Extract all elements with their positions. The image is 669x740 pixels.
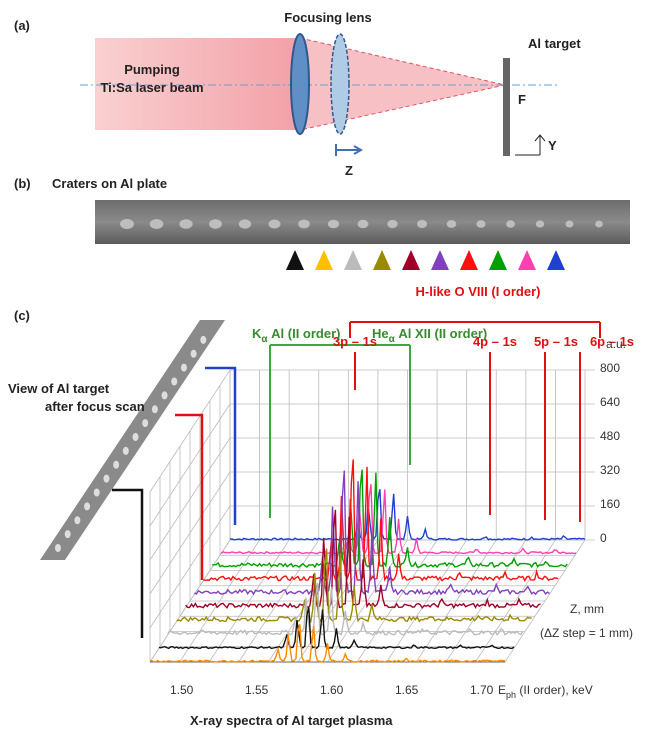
focus-label: F bbox=[518, 92, 526, 107]
line-label: 5p – 1s bbox=[534, 334, 578, 349]
markers bbox=[286, 250, 565, 270]
crater bbox=[387, 220, 397, 228]
panel-a: (a) Focusing lens Pumping Ti:Sa laser be… bbox=[14, 10, 581, 178]
marker-triangle bbox=[518, 250, 536, 270]
panel-b: (b) Craters on Al plate bbox=[14, 176, 630, 270]
z-tick-label: 320 bbox=[600, 463, 620, 477]
crater bbox=[417, 220, 427, 228]
z-tick-label: 480 bbox=[600, 429, 620, 443]
strip-crater bbox=[55, 544, 61, 552]
strip-crater bbox=[191, 350, 197, 358]
y-label: Y bbox=[548, 138, 557, 153]
z-label: Z bbox=[345, 163, 353, 178]
strip-crater bbox=[152, 405, 158, 413]
panel-label: (b) bbox=[14, 176, 31, 191]
strip-crater bbox=[200, 336, 206, 344]
target bbox=[503, 58, 510, 156]
panel-title: Craters on Al plate bbox=[52, 176, 167, 191]
figure: (a) Focusing lens Pumping Ti:Sa laser be… bbox=[0, 0, 669, 740]
lens-title: Focusing lens bbox=[284, 10, 371, 25]
marker-triangle bbox=[402, 250, 420, 270]
strip-crater bbox=[171, 378, 177, 386]
target-strip bbox=[40, 320, 225, 560]
marker-triangle bbox=[373, 250, 391, 270]
strip-crater bbox=[123, 447, 129, 455]
x-tick-label: 1.60 bbox=[320, 683, 344, 697]
side-label: after focus scan bbox=[45, 399, 145, 414]
panel-c: (c) View of Al target after focus scan H… bbox=[8, 284, 634, 728]
marker-triangle bbox=[489, 250, 507, 270]
crater bbox=[328, 220, 339, 229]
z-arrow bbox=[336, 144, 361, 156]
strip-crater bbox=[142, 419, 148, 427]
beam-label: Pumping bbox=[124, 62, 180, 77]
crater bbox=[358, 220, 369, 228]
pointer bbox=[112, 490, 142, 638]
strip-crater bbox=[74, 516, 80, 524]
z-step: (ΔZ step = 1 mm) bbox=[540, 626, 633, 640]
group-title: H-like O VIII (I order) bbox=[416, 284, 541, 299]
crater bbox=[150, 219, 164, 229]
lens bbox=[291, 34, 309, 134]
strip-crater bbox=[65, 530, 71, 538]
z-tick-label: 800 bbox=[600, 361, 620, 375]
strip-crater bbox=[181, 364, 187, 372]
crater bbox=[506, 220, 515, 227]
x-tick-label: 1.65 bbox=[395, 683, 419, 697]
line-marker bbox=[270, 345, 410, 518]
crater bbox=[298, 220, 310, 229]
crater bbox=[179, 219, 192, 229]
line-marker bbox=[355, 352, 580, 522]
spectrum bbox=[221, 484, 576, 553]
x-axis-title: Eph (II order), keV bbox=[498, 683, 593, 700]
x-tick-label: 1.70 bbox=[470, 683, 494, 697]
z-tick-label: 160 bbox=[600, 497, 620, 511]
caption: X-ray spectra of Al target plasma bbox=[190, 713, 393, 728]
strip-crater bbox=[113, 461, 119, 469]
strip-crater bbox=[133, 433, 139, 441]
panel-label: (c) bbox=[14, 308, 30, 323]
spectrum bbox=[203, 459, 558, 580]
strip-crater bbox=[162, 391, 168, 399]
marker-triangle bbox=[460, 250, 478, 270]
x-tick-label: 1.55 bbox=[245, 683, 269, 697]
crater bbox=[476, 220, 485, 228]
z-title: Z, mm bbox=[570, 602, 604, 616]
crater bbox=[566, 221, 574, 228]
beam-label: Ti:Sa laser beam bbox=[100, 80, 203, 95]
marker-triangle bbox=[344, 250, 362, 270]
k-alpha-label: Kα Al (II order) bbox=[252, 326, 341, 345]
crater bbox=[209, 219, 222, 228]
strip-crater bbox=[94, 489, 100, 497]
strip-crater bbox=[103, 475, 109, 483]
crater bbox=[269, 220, 281, 229]
side-label: View of Al target bbox=[8, 381, 110, 396]
y-arrow bbox=[515, 135, 545, 155]
panel-label: (a) bbox=[14, 18, 30, 33]
strip-crater bbox=[84, 502, 90, 510]
marker-triangle bbox=[547, 250, 565, 270]
marker-triangle bbox=[286, 250, 304, 270]
crater bbox=[447, 220, 457, 228]
z-tick-label: 0 bbox=[600, 531, 607, 545]
he-alpha-label: Heα Al XII (II order) bbox=[372, 326, 487, 345]
crater bbox=[120, 219, 134, 229]
marker-triangle bbox=[431, 250, 449, 270]
target-title: Al target bbox=[528, 36, 581, 51]
lens-moved bbox=[331, 34, 349, 134]
crater bbox=[595, 221, 603, 228]
z-tick-label: 640 bbox=[600, 395, 620, 409]
marker-triangle bbox=[315, 250, 333, 270]
crater bbox=[239, 219, 251, 228]
unit-label: a.u. bbox=[606, 337, 626, 351]
x-tick-label: 1.50 bbox=[170, 683, 194, 697]
crater bbox=[536, 220, 544, 227]
